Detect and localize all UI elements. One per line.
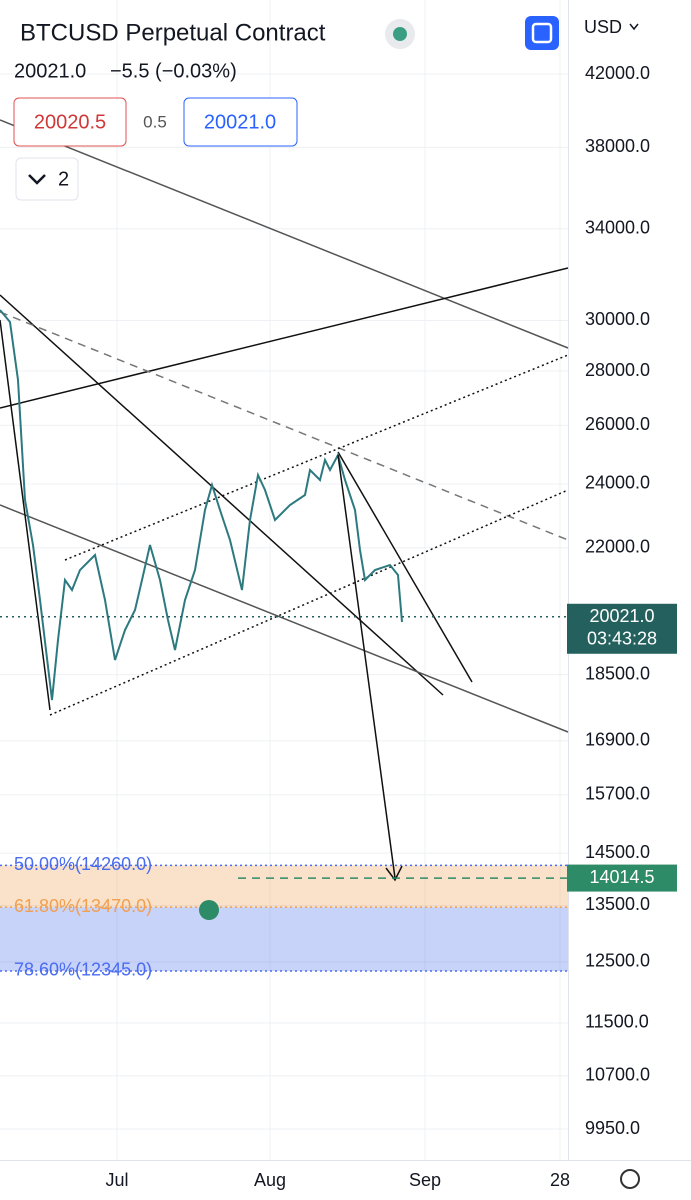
price-tag-label: 14014.5 — [589, 867, 654, 887]
fib-band — [0, 907, 568, 971]
y-tick-label: 24000.0 — [585, 473, 650, 493]
y-tick-label: 12500.0 — [585, 951, 650, 971]
fib-label: 50.00%(14260.0) — [14, 854, 152, 874]
y-tick-label: 18500.0 — [585, 663, 650, 683]
chevron — [28, 174, 46, 185]
channel — [49, 489, 569, 716]
y-tick-label: 22000.0 — [585, 536, 650, 556]
x-tick-label: Aug — [254, 1170, 286, 1190]
y-tick-label: 16900.0 — [585, 730, 650, 750]
bid: 20020.5 — [34, 111, 106, 133]
x-tick-label: 28 — [550, 1170, 570, 1190]
x-tick-label: Sep — [409, 1170, 441, 1190]
alert-icon[interactable] — [199, 900, 219, 920]
axis-border — [0, 1160, 691, 1161]
fib-label: 78.60%(12345.0) — [14, 960, 152, 980]
countdown: 03:43:28 — [587, 629, 657, 649]
channel — [64, 354, 569, 561]
y-tick-label: 26000.0 — [585, 414, 650, 434]
overlay: 50.00%(14260.0) 61.80%(13470.0) 78.60%(123… — [0, 603, 677, 980]
price-tag-label: 20021.0 — [589, 606, 654, 626]
y-tick-label: 10700.0 — [585, 1065, 650, 1085]
arrow-head — [385, 865, 403, 882]
y-tick-label: 30000.0 — [585, 309, 650, 329]
last-price: 20021.0 — [14, 60, 86, 82]
fullscreen-button[interactable] — [525, 16, 559, 50]
sell-button[interactable] — [13, 97, 127, 147]
fib-label: 61.80%(13470.0) — [14, 896, 152, 916]
fib-bands — [0, 865, 568, 971]
fib-band — [0, 865, 568, 908]
y-tick-label: 28000.0 — [585, 360, 650, 380]
fullscreen-icon — [531, 22, 553, 44]
axis-border — [568, 0, 569, 1160]
collapse-button[interactable] — [15, 157, 79, 201]
symbol: BTCUSD Perpetual Contract — [20, 19, 326, 46]
x-tick-label: Jul — [105, 1170, 128, 1190]
collapse-count: 2 — [58, 168, 69, 190]
y-tick-label: 14500.0 — [585, 842, 650, 862]
ask: 20021.0 — [204, 111, 276, 133]
y-tick-label: 9950.0 — [585, 1118, 640, 1138]
trendline — [0, 294, 444, 696]
change: −5.5 (−0.03%) — [110, 60, 237, 82]
trendline — [0, 311, 569, 541]
chevron — [629, 23, 639, 31]
arrow — [337, 454, 396, 879]
trendline — [0, 267, 569, 409]
trendline — [0, 319, 51, 711]
y-tick-label: 15700.0 — [585, 784, 650, 804]
y-tick-label: 34000.0 — [585, 218, 650, 238]
y-tick-label: 11500.0 — [585, 1012, 649, 1032]
trendline — [0, 119, 569, 349]
y-tick-label: 42000.0 — [585, 63, 650, 83]
spread: 0.5 — [143, 112, 167, 131]
trendline — [337, 451, 473, 683]
buy-button[interactable] — [183, 97, 298, 147]
price-tag — [567, 864, 677, 892]
drawings — [0, 119, 569, 882]
y-tick-label: 13500.0 — [585, 894, 650, 914]
currency[interactable]: USD — [584, 17, 622, 37]
status-dot — [393, 27, 407, 41]
trendline — [0, 504, 569, 733]
settings-button[interactable] — [620, 1169, 640, 1189]
grid — [0, 0, 568, 1160]
price-tag — [567, 603, 677, 654]
y-tick-label: 38000.0 — [585, 136, 650, 156]
